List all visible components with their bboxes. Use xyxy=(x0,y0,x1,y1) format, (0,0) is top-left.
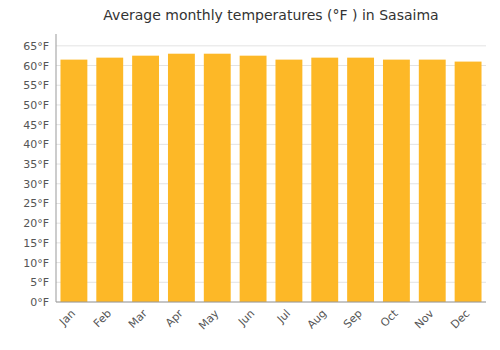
y-tick-label: 20°F xyxy=(23,217,49,230)
y-tick-label: 65°F xyxy=(23,40,49,53)
y-tick-label: 50°F xyxy=(23,99,49,112)
y-tick-label: 60°F xyxy=(23,60,49,73)
x-tick-label: Jan xyxy=(56,307,78,329)
title: Average monthly temperatures (°F ) in Sa… xyxy=(103,7,438,23)
y-tick-label: 35°F xyxy=(23,158,49,171)
bar xyxy=(168,54,195,302)
bars xyxy=(60,54,481,302)
bar xyxy=(311,58,338,302)
bar xyxy=(204,54,231,302)
bar xyxy=(132,56,159,302)
x-tick-label: Aug xyxy=(305,307,329,331)
y-tick-label: 40°F xyxy=(23,138,49,151)
chart: 0°F 5°F 10°F 15°F 20°F 25°F 30°F 35°F 40°F 45°F 50… xyxy=(0,0,500,350)
bar xyxy=(275,60,302,302)
x-tick-label: Nov xyxy=(412,307,437,332)
y-grid xyxy=(56,46,486,302)
grid-line xyxy=(56,302,486,303)
bar xyxy=(419,60,446,302)
bar xyxy=(383,60,410,302)
x-tick-labels: Jan Feb Mar Apr May Jun Jul Aug Sep Oct Nov Dec xyxy=(56,307,472,333)
y-tick-label: 55°F xyxy=(23,79,49,92)
y-tick-labels: 0°F 5°F 10°F 15°F 20°F 25°F 30°F 35°F 40°F 45°F 50… xyxy=(23,40,49,309)
y-tick-label: 45°F xyxy=(23,119,49,132)
x-tick-label: Dec xyxy=(448,307,472,331)
x-tick-label: Sep xyxy=(341,307,365,331)
y-tick-label: 30°F xyxy=(23,178,49,191)
x-tick-label: Apr xyxy=(163,307,186,330)
y-tick-label: 25°F xyxy=(23,197,49,210)
bar xyxy=(455,62,482,302)
y-tick-label: 15°F xyxy=(23,237,49,250)
x-tick-label: Oct xyxy=(378,307,401,330)
x-tick-label: Feb xyxy=(91,307,114,330)
x-tick-label: Jun xyxy=(235,307,257,329)
x-tick-label: May xyxy=(196,307,222,333)
page: {"chart_data": {"type": "bar", "title": … xyxy=(0,0,500,350)
y-axis-line xyxy=(56,34,57,302)
y-tick-label: 5°F xyxy=(30,276,49,289)
chart-container: 0°F 5°F 10°F 15°F 20°F 25°F 30°F 35°F 40°F 45°F 50… xyxy=(0,0,500,350)
x-tick-label: Jul xyxy=(274,307,293,326)
y-tick-label: 10°F xyxy=(23,257,49,270)
bar xyxy=(96,58,123,302)
y-tick-label: 0°F xyxy=(30,296,49,309)
x-axis-line xyxy=(56,302,486,303)
bar xyxy=(347,58,374,302)
bar xyxy=(60,60,87,302)
grid-line xyxy=(56,45,486,46)
bar xyxy=(240,56,267,302)
x-tick-label: Mar xyxy=(126,307,150,331)
